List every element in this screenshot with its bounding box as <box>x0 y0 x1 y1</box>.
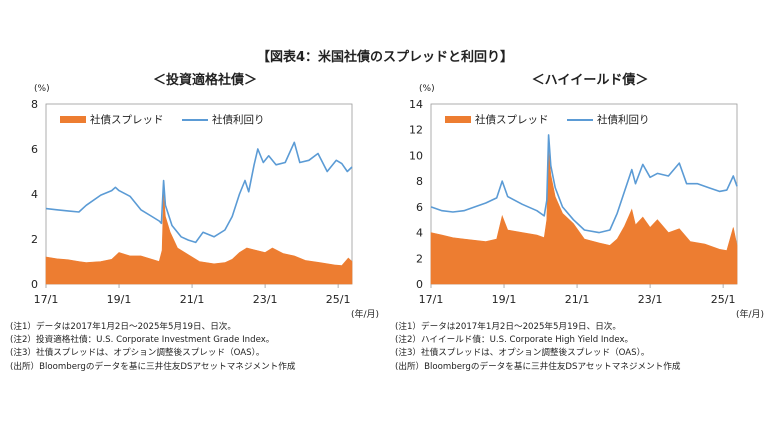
legend-label-spread: 社債スプレッド <box>90 113 164 126</box>
y-tick-label: 12 <box>409 124 423 137</box>
x-tick-label: 25/1 <box>711 293 736 306</box>
legend-swatch-spread <box>445 116 471 123</box>
note-line: (注1）データは2017年1月2日～2025年5月19日、日次。 <box>10 322 236 332</box>
notes-investment-grade: (注1）データは2017年1月2日～2025年5月19日、日次。 (注2）投資適… <box>10 321 295 374</box>
x-tick-label: 23/1 <box>638 293 663 306</box>
chart-investment-grade: ＜投資適格社債＞ (%) 0 2 4 6 8 17/1 19/1 21/1 23/1 25/1(年/月… <box>31 72 379 320</box>
x-tick-label: 19/1 <box>492 293 517 306</box>
notes-high-yield: (注1）データは2017年1月2日～2025年5月19日、日次。 (注2）ハイイ… <box>395 321 680 374</box>
chart-high-yield: ＜ハイイールド債＞ (%) 0 2 4 6 8 10 12 14 17/1 19/1 21/1 23/1 2… <box>409 72 764 320</box>
legend-label-yield: 社債利回り <box>597 113 650 126</box>
legend-label-spread: 社債スプレッド <box>475 113 549 126</box>
x-tick-label: 21/1 <box>565 293 590 306</box>
series-spread-area <box>45 193 353 285</box>
note-line: (注3）社債スプレッドは、オプション調整後スプレッド（OAS）。 <box>395 348 650 359</box>
chart-title: ＜ハイイールド債＞ <box>532 72 649 88</box>
y-tick-label: 8 <box>416 175 423 188</box>
figure-title: 【図表4：米国社債のスプレッドと利回り】 <box>256 50 514 65</box>
x-tick-label: 17/1 <box>34 293 59 306</box>
note-line: (出所）Bloombergのデータを基に三井住友DSアセットマネジメント作成 <box>10 361 296 372</box>
y-tick-label: 8 <box>31 98 38 111</box>
y-tick-label: 6 <box>416 201 423 214</box>
x-tick-label: 17/1 <box>419 293 444 306</box>
x-axis-unit-label: (年/月) <box>351 308 379 320</box>
legend-label-yield: 社債利回り <box>212 113 265 126</box>
series-yield-line <box>45 141 353 244</box>
y-tick-label: 2 <box>416 252 423 265</box>
chart-title: ＜投資適格社債＞ <box>153 72 257 88</box>
series-spread-area <box>430 148 738 285</box>
plot-area <box>45 103 353 285</box>
y-tick-label: 10 <box>409 149 423 162</box>
y-tick-label: 0 <box>416 278 423 291</box>
note-line: (注2）投資適格社債：U.S. Corporate Investment Gra… <box>10 335 275 346</box>
y-tick-label: 2 <box>31 233 38 246</box>
x-tick-label: 23/1 <box>253 293 278 306</box>
x-tick-label: 21/1 <box>180 293 205 306</box>
note-line: (注2）ハイイールド債：U.S. Corporate High Yield In… <box>395 335 634 346</box>
y-tick-label: 4 <box>31 188 38 201</box>
note-line: (注3）社債スプレッドは、オプション調整後スプレッド（OAS）。 <box>10 348 265 359</box>
note-line: (出所）Bloombergのデータを基に三井住友DSアセットマネジメント作成 <box>395 361 681 372</box>
y-tick-label: 6 <box>31 143 38 156</box>
x-tick-label: 19/1 <box>107 293 132 306</box>
y-axis-unit-label: (%) <box>419 84 435 94</box>
y-tick-label: 0 <box>31 278 38 291</box>
y-tick-label: 4 <box>416 227 423 240</box>
y-tick-label: 14 <box>409 98 423 111</box>
x-tick-label: 25/1 <box>326 293 351 306</box>
y-axis-unit-label: (%) <box>34 84 50 94</box>
x-axis-unit-label: (年/月) <box>736 308 764 320</box>
legend-swatch-spread <box>60 116 86 123</box>
series-yield-line <box>430 134 738 234</box>
note-line: (注1）データは2017年1月2日～2025年5月19日、日次。 <box>395 322 621 332</box>
